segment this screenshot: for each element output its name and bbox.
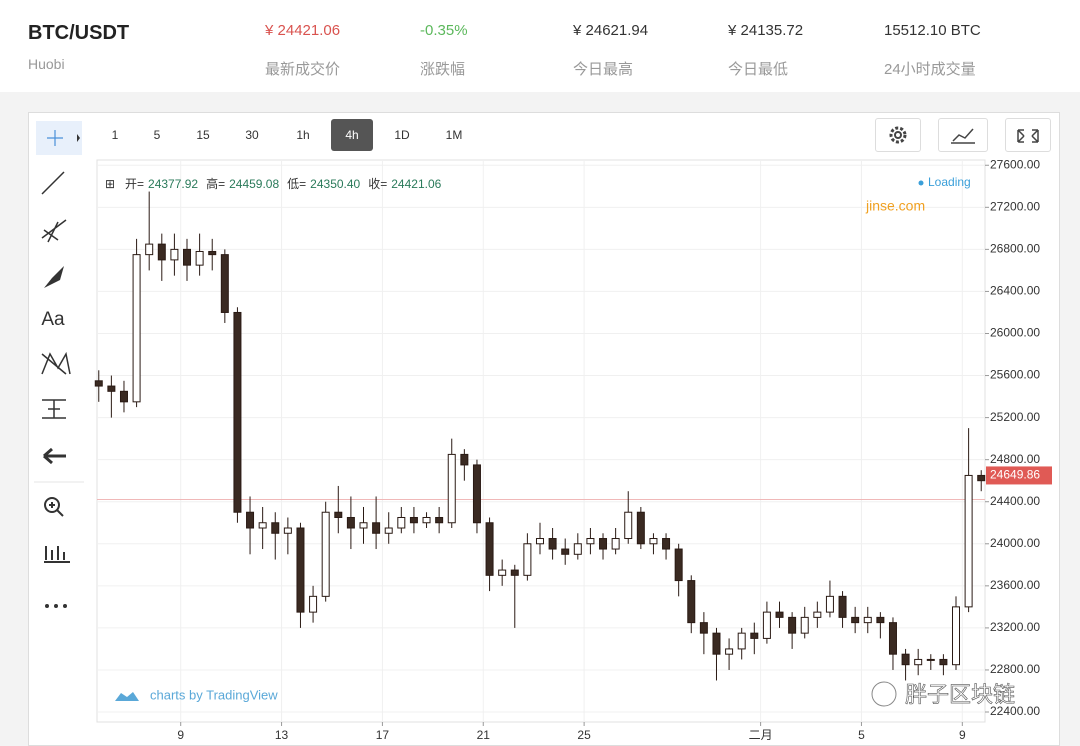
fib-tool[interactable] xyxy=(41,219,67,243)
interval-button[interactable]: 1D xyxy=(394,128,410,142)
stat-value: ¥ 24135.72 xyxy=(728,22,804,39)
interval-button[interactable]: 4h xyxy=(331,119,373,151)
back-tool[interactable] xyxy=(43,447,66,465)
interval-button[interactable]: 1h xyxy=(296,128,310,142)
indicators-icon xyxy=(951,128,975,144)
drawing-toolbar: Aa xyxy=(34,121,84,608)
stat-label: 24小时成交量 xyxy=(884,61,976,78)
stat-value: 15512.10 BTC xyxy=(884,22,981,39)
fullscreen-icon xyxy=(1017,129,1039,143)
interval-button[interactable]: 5 xyxy=(153,128,161,142)
interval-button[interactable]: 30 xyxy=(245,128,259,142)
chart-panel xyxy=(28,112,1060,746)
pattern-tool[interactable] xyxy=(41,351,71,375)
settings-button[interactable] xyxy=(875,118,921,152)
line-tool[interactable] xyxy=(41,171,65,195)
ticker-header: BTC/USDT Huobi ¥ 24421.06 最新成交价 -0.35% 涨… xyxy=(0,0,1080,92)
brush-tool[interactable] xyxy=(44,266,64,288)
interval-button[interactable]: 15 xyxy=(196,128,210,142)
interval-button[interactable]: 1 xyxy=(111,128,119,142)
fullscreen-button[interactable] xyxy=(1005,118,1051,152)
settings-icon xyxy=(889,126,907,144)
stat-value: ¥ 24621.94 xyxy=(573,22,649,39)
stat-label: 涨跌幅 xyxy=(420,61,466,78)
stat-label: 最新成交价 xyxy=(265,61,341,78)
stat-label: 今日最高 xyxy=(573,61,634,78)
interval-button[interactable]: 1M xyxy=(445,128,463,142)
measure-bar-tool[interactable] xyxy=(44,546,70,563)
indicators-button[interactable] xyxy=(938,118,988,152)
symbol: BTC/USDT xyxy=(28,22,130,44)
measure-tool[interactable] xyxy=(42,399,66,419)
zoom-tool[interactable] xyxy=(44,497,60,513)
stat-value: -0.35% xyxy=(420,22,468,39)
stat-label: 今日最低 xyxy=(728,61,789,78)
exchange: Huobi xyxy=(28,56,65,72)
stat-value: ¥ 24421.06 xyxy=(265,22,341,39)
text-tool[interactable]: Aa xyxy=(41,309,65,330)
